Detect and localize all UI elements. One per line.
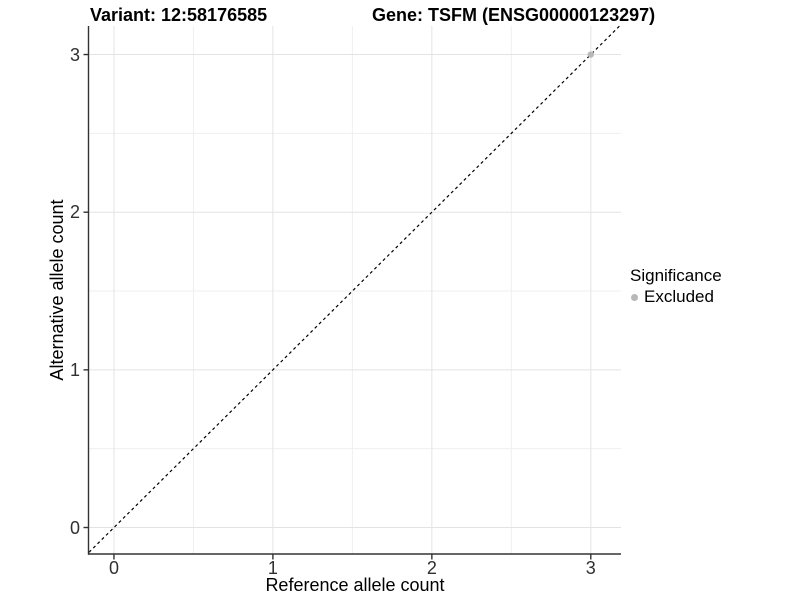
legend-key-dot-icon bbox=[631, 293, 638, 301]
y-tick-label: 3 bbox=[69, 44, 80, 65]
x-tick-label: 0 bbox=[108, 558, 119, 578]
plot-title-variant: Variant: 12:58176585 bbox=[90, 5, 268, 25]
data-point bbox=[587, 51, 594, 58]
x-tick-label: 1 bbox=[267, 558, 278, 578]
plot-title-gene: Gene: TSFM (ENSG00000123297) bbox=[372, 5, 656, 25]
identity-dashed-line bbox=[88, 25, 620, 553]
x-axis-title: Reference allele count bbox=[265, 575, 445, 595]
y-tick-label: 2 bbox=[69, 202, 80, 223]
legend-item: Excluded bbox=[629, 287, 722, 307]
y-axis-title: Alternative allele count bbox=[47, 199, 67, 381]
legend-items: Excluded bbox=[629, 287, 722, 307]
legend-title: Significance bbox=[630, 266, 722, 285]
x-tick-label: 2 bbox=[426, 558, 437, 578]
x-tick-label: 3 bbox=[585, 558, 596, 578]
y-tick-label: 0 bbox=[69, 517, 80, 538]
legend: Significance Excluded bbox=[629, 265, 722, 307]
y-tick-label: 1 bbox=[69, 359, 80, 380]
legend-item-label: Excluded bbox=[644, 287, 714, 306]
